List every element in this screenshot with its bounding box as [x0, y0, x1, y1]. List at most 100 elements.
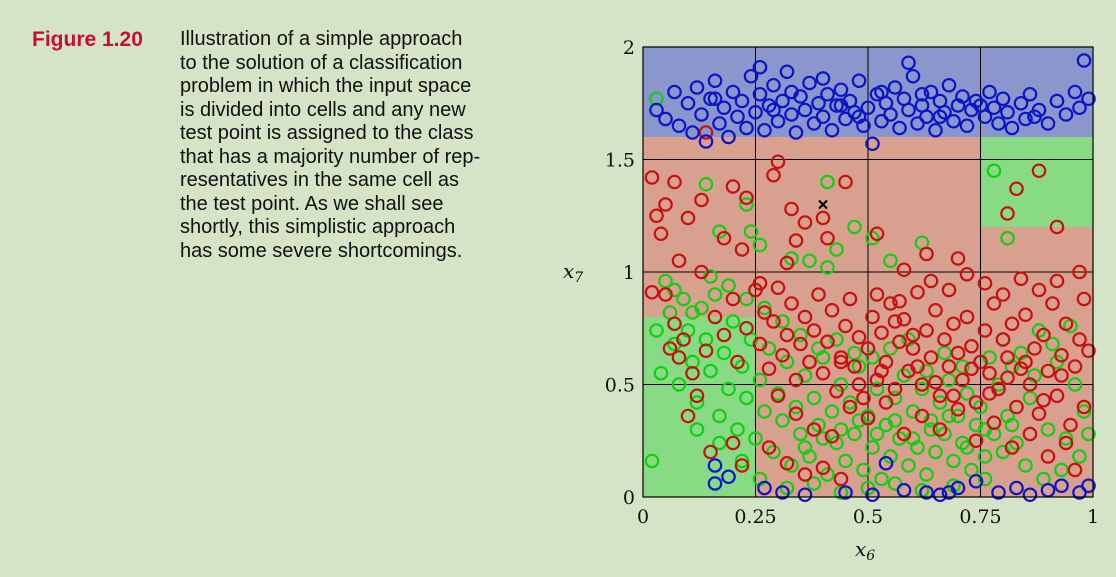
point-green: [806, 476, 822, 491]
point-red: [829, 383, 844, 399]
point-red: [658, 287, 673, 302]
point-blue: [757, 480, 772, 496]
point-blue: [932, 109, 948, 125]
point-green: [802, 253, 817, 269]
point-blue: [982, 84, 997, 100]
point-red: [959, 266, 975, 282]
point-red: [995, 332, 1011, 347]
point-blue: [1058, 107, 1074, 122]
point-red: [716, 327, 732, 343]
point-blue: [865, 136, 880, 152]
point-green: [1058, 431, 1074, 446]
point-green: [734, 359, 750, 374]
point-green: [703, 363, 718, 379]
point-green: [950, 408, 966, 424]
point-red: [815, 460, 831, 476]
x-tick-label: 0: [637, 506, 649, 528]
point-green: [752, 237, 768, 253]
point-blue: [685, 125, 700, 140]
point-blue: [811, 95, 826, 111]
point-green: [649, 91, 664, 107]
point-green: [658, 273, 673, 289]
point-blue: [739, 120, 754, 136]
y-axis-label: x7: [563, 259, 583, 286]
point-blue: [1040, 116, 1056, 131]
point-green: [869, 426, 885, 442]
point-red: [833, 350, 849, 365]
point-red: [1027, 341, 1042, 356]
point-red: [680, 210, 696, 226]
point-green: [1045, 336, 1060, 352]
point-blue: [752, 86, 768, 102]
point-blue: [766, 77, 781, 93]
point-green: [914, 381, 930, 397]
point-green: [829, 332, 844, 347]
point-green: [1004, 417, 1020, 433]
point-red: [982, 386, 997, 401]
point-red: [797, 467, 813, 482]
point-blue: [761, 98, 777, 113]
point-red: [1049, 273, 1065, 289]
point-red: [1000, 350, 1015, 365]
point-blue: [698, 134, 714, 149]
point-green: [986, 163, 1002, 179]
point-green: [919, 467, 934, 482]
point-blue: [847, 104, 862, 120]
point-blue: [779, 64, 795, 80]
point-green: [757, 300, 772, 316]
point-red: [919, 323, 934, 338]
point-red: [770, 280, 786, 296]
point-blue: [851, 73, 867, 89]
point-red: [928, 374, 943, 390]
point-red: [937, 332, 952, 347]
point-red: [725, 179, 741, 194]
point-green: [833, 422, 849, 437]
point-red: [959, 309, 975, 325]
point-red: [1004, 440, 1020, 455]
point-blue: [968, 93, 984, 109]
point-red: [1031, 406, 1047, 422]
point-red: [797, 309, 813, 325]
point-blue: [874, 113, 889, 129]
cell-green: [643, 407, 756, 497]
point-blue: [707, 73, 723, 89]
point-red: [928, 302, 943, 318]
point-green: [788, 399, 804, 415]
point-red: [838, 318, 853, 334]
point-red: [1049, 219, 1065, 235]
point-blue: [1004, 120, 1020, 136]
caption-line: has some severe shortcomings.: [180, 239, 463, 262]
point-green: [865, 440, 880, 455]
point-green: [1076, 404, 1092, 419]
point-blue: [941, 485, 957, 500]
point-red: [779, 455, 795, 471]
x-axis-label: x6: [855, 537, 875, 564]
point-blue: [995, 91, 1011, 107]
caption-line: Illustration of a simple approach: [180, 28, 463, 50]
point-red: [1018, 354, 1033, 370]
point-green: [824, 404, 840, 419]
point-red: [797, 215, 813, 230]
point-red: [725, 435, 741, 451]
point-blue: [712, 116, 727, 131]
point-red: [892, 334, 907, 350]
point-blue: [1076, 53, 1092, 68]
point-red: [1054, 347, 1069, 363]
point-green: [959, 386, 975, 401]
point-red: [775, 347, 790, 363]
point-blue: [991, 485, 1006, 500]
point-blue: [833, 82, 849, 98]
point-green: [842, 395, 858, 410]
point-blue: [1081, 478, 1096, 494]
point-red: [1036, 392, 1051, 408]
point-blue: [1081, 91, 1096, 107]
point-blue: [748, 104, 763, 120]
point-blue: [1072, 485, 1087, 500]
point-red: [1040, 449, 1056, 464]
point-red: [833, 471, 849, 487]
point-blue: [824, 122, 840, 138]
point-green: [653, 365, 669, 381]
point-blue: [838, 111, 853, 127]
cell-red: [868, 317, 981, 407]
point-red: [1040, 363, 1056, 379]
